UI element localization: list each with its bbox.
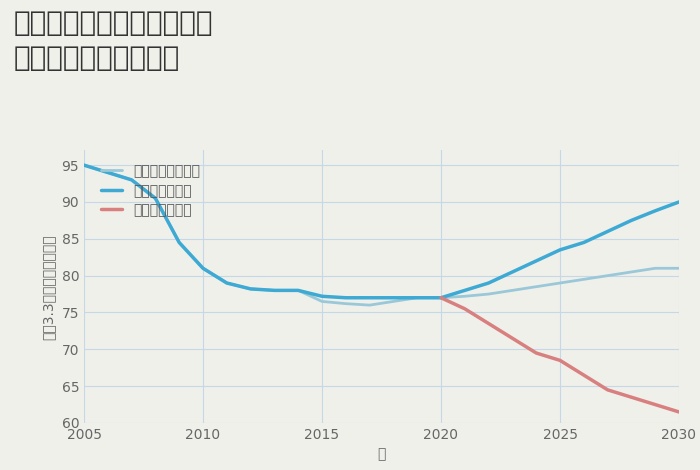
グッドシナリオ xyxy=(556,247,564,253)
グッドシナリオ xyxy=(294,288,302,293)
グッドシナリオ xyxy=(223,280,231,286)
バッドシナリオ xyxy=(508,336,517,341)
グッドシナリオ xyxy=(104,170,112,175)
ノーマルシナリオ xyxy=(651,266,659,271)
グッドシナリオ xyxy=(508,269,517,275)
Y-axis label: 坪（3.3㎡）単価（万円）: 坪（3.3㎡）単価（万円） xyxy=(42,234,56,339)
グッドシナリオ xyxy=(246,286,255,292)
グッドシナリオ xyxy=(342,295,350,301)
グッドシナリオ xyxy=(532,258,540,264)
Line: バッドシナリオ: バッドシナリオ xyxy=(441,298,679,412)
ノーマルシナリオ xyxy=(127,177,136,183)
ノーマルシナリオ xyxy=(484,291,493,297)
グッドシナリオ xyxy=(389,295,398,301)
グッドシナリオ xyxy=(199,266,207,271)
Line: ノーマルシナリオ: ノーマルシナリオ xyxy=(84,165,679,305)
ノーマルシナリオ xyxy=(532,284,540,290)
グッドシナリオ xyxy=(651,208,659,214)
ノーマルシナリオ xyxy=(342,301,350,306)
ノーマルシナリオ xyxy=(461,293,469,299)
グッドシナリオ xyxy=(318,293,326,299)
ノーマルシナリオ xyxy=(580,276,588,282)
ノーマルシナリオ xyxy=(675,266,683,271)
バッドシナリオ xyxy=(675,409,683,415)
バッドシナリオ xyxy=(603,387,612,392)
グッドシナリオ xyxy=(484,280,493,286)
グッドシナリオ xyxy=(675,199,683,205)
ノーマルシナリオ xyxy=(437,295,445,301)
X-axis label: 年: 年 xyxy=(377,447,386,462)
バッドシナリオ xyxy=(627,394,636,400)
グッドシナリオ xyxy=(151,196,160,201)
ノーマルシナリオ xyxy=(508,288,517,293)
グッドシナリオ xyxy=(627,218,636,223)
グッドシナリオ xyxy=(603,228,612,234)
ノーマルシナリオ xyxy=(294,288,302,293)
ノーマルシナリオ xyxy=(556,280,564,286)
バッドシナリオ xyxy=(651,402,659,407)
グッドシナリオ xyxy=(127,177,136,183)
グッドシナリオ xyxy=(270,288,279,293)
バッドシナリオ xyxy=(556,358,564,363)
ノーマルシナリオ xyxy=(246,286,255,292)
グッドシナリオ xyxy=(80,162,88,168)
ノーマルシナリオ xyxy=(318,298,326,304)
Line: グッドシナリオ: グッドシナリオ xyxy=(84,165,679,298)
バッドシナリオ xyxy=(484,321,493,326)
ノーマルシナリオ xyxy=(151,196,160,201)
ノーマルシナリオ xyxy=(223,280,231,286)
グッドシナリオ xyxy=(437,295,445,301)
ノーマルシナリオ xyxy=(104,170,112,175)
ノーマルシナリオ xyxy=(603,273,612,278)
Legend: ノーマルシナリオ, グッドシナリオ, バッドシナリオ: ノーマルシナリオ, グッドシナリオ, バッドシナリオ xyxy=(97,160,204,221)
グッドシナリオ xyxy=(365,295,374,301)
ノーマルシナリオ xyxy=(270,288,279,293)
グッドシナリオ xyxy=(461,288,469,293)
Text: 奈良県奈良市月ヶ瀬長引の
中古戸建ての価格推移: 奈良県奈良市月ヶ瀬長引の 中古戸建ての価格推移 xyxy=(14,9,213,72)
ノーマルシナリオ xyxy=(199,266,207,271)
バッドシナリオ xyxy=(461,306,469,312)
ノーマルシナリオ xyxy=(175,240,183,245)
グッドシナリオ xyxy=(413,295,421,301)
ノーマルシナリオ xyxy=(389,298,398,304)
バッドシナリオ xyxy=(532,350,540,356)
グッドシナリオ xyxy=(175,240,183,245)
バッドシナリオ xyxy=(580,372,588,378)
ノーマルシナリオ xyxy=(627,269,636,275)
ノーマルシナリオ xyxy=(365,302,374,308)
グッドシナリオ xyxy=(580,240,588,245)
ノーマルシナリオ xyxy=(413,295,421,301)
バッドシナリオ xyxy=(437,295,445,301)
ノーマルシナリオ xyxy=(80,162,88,168)
